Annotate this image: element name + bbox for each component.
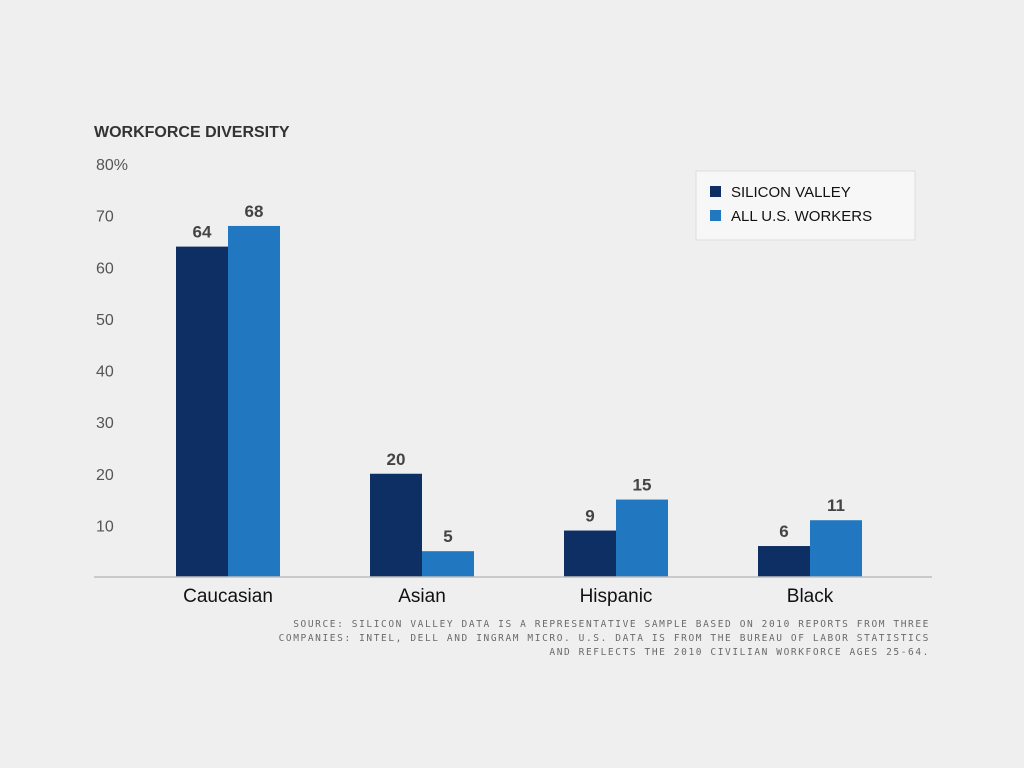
bar-asian-silicon-valley xyxy=(370,473,422,577)
legend-swatch-all-us-workers xyxy=(710,210,721,221)
data-label-asian-all-u-s-workers: 5 xyxy=(443,527,452,546)
legend-box xyxy=(695,170,916,241)
legend-swatch-silicon-valley xyxy=(710,186,721,197)
y-tick-label-60: 60 xyxy=(96,260,114,277)
source-note-line: SOURCE: SILICON VALLEY DATA IS A REPRESE… xyxy=(293,619,930,630)
y-tick-label-80: 80% xyxy=(96,157,128,174)
bar-asian-all-u-s-workers xyxy=(422,551,474,577)
category-label-black: Black xyxy=(787,586,834,607)
bar-hispanic-silicon-valley xyxy=(564,530,616,577)
category-label-hispanic: Hispanic xyxy=(580,586,653,607)
bar-black-silicon-valley xyxy=(758,546,810,577)
data-label-hispanic-silicon-valley: 9 xyxy=(585,507,594,526)
y-tick-label-20: 20 xyxy=(96,467,114,484)
data-labels: 64 68 20 5 9 15 6 11 xyxy=(193,202,845,546)
bar-series xyxy=(176,225,862,577)
data-label-caucasian-all-u-s-workers: 68 xyxy=(245,202,264,221)
y-tick-label-30: 30 xyxy=(96,415,114,432)
y-axis-ticks: 80% 70 60 50 40 30 20 10 xyxy=(96,157,128,535)
bar-black-all-u-s-workers xyxy=(810,520,862,577)
y-tick-label-70: 70 xyxy=(96,209,114,226)
source-note: SOURCE: SILICON VALLEY DATA IS A REPRESE… xyxy=(279,619,930,658)
y-tick-label-10: 10 xyxy=(96,518,114,535)
legend-label-silicon-valley: SILICON VALLEY xyxy=(731,184,851,201)
data-label-caucasian-silicon-valley: 64 xyxy=(193,223,212,242)
y-tick-label-50: 50 xyxy=(96,312,114,329)
y-tick-label-40: 40 xyxy=(96,364,114,381)
bar-caucasian-all-u-s-workers xyxy=(228,225,280,577)
category-labels: Caucasian Asian Hispanic Black xyxy=(183,586,834,607)
data-label-hispanic-all-u-s-workers: 15 xyxy=(633,476,652,495)
legend: SILICON VALLEY ALL U.S. WORKERS xyxy=(695,170,916,241)
category-label-caucasian: Caucasian xyxy=(183,586,273,607)
category-label-asian: Asian xyxy=(398,586,446,607)
legend-label-all-us-workers: ALL U.S. WORKERS xyxy=(731,208,872,225)
data-label-black-all-u-s-workers: 11 xyxy=(827,496,845,515)
source-note-line: COMPANIES: INTEL, DELL AND INGRAM MICRO.… xyxy=(279,633,930,644)
bar-hispanic-all-u-s-workers xyxy=(616,499,668,577)
data-label-black-silicon-valley: 6 xyxy=(779,522,788,541)
bar-caucasian-silicon-valley xyxy=(176,246,228,577)
source-note-line: AND REFLECTS THE 2010 CIVILIAN WORKFORCE… xyxy=(549,647,930,658)
data-label-asian-silicon-valley: 20 xyxy=(387,450,406,469)
chart-title: WORKFORCE DIVERSITY xyxy=(94,124,290,141)
